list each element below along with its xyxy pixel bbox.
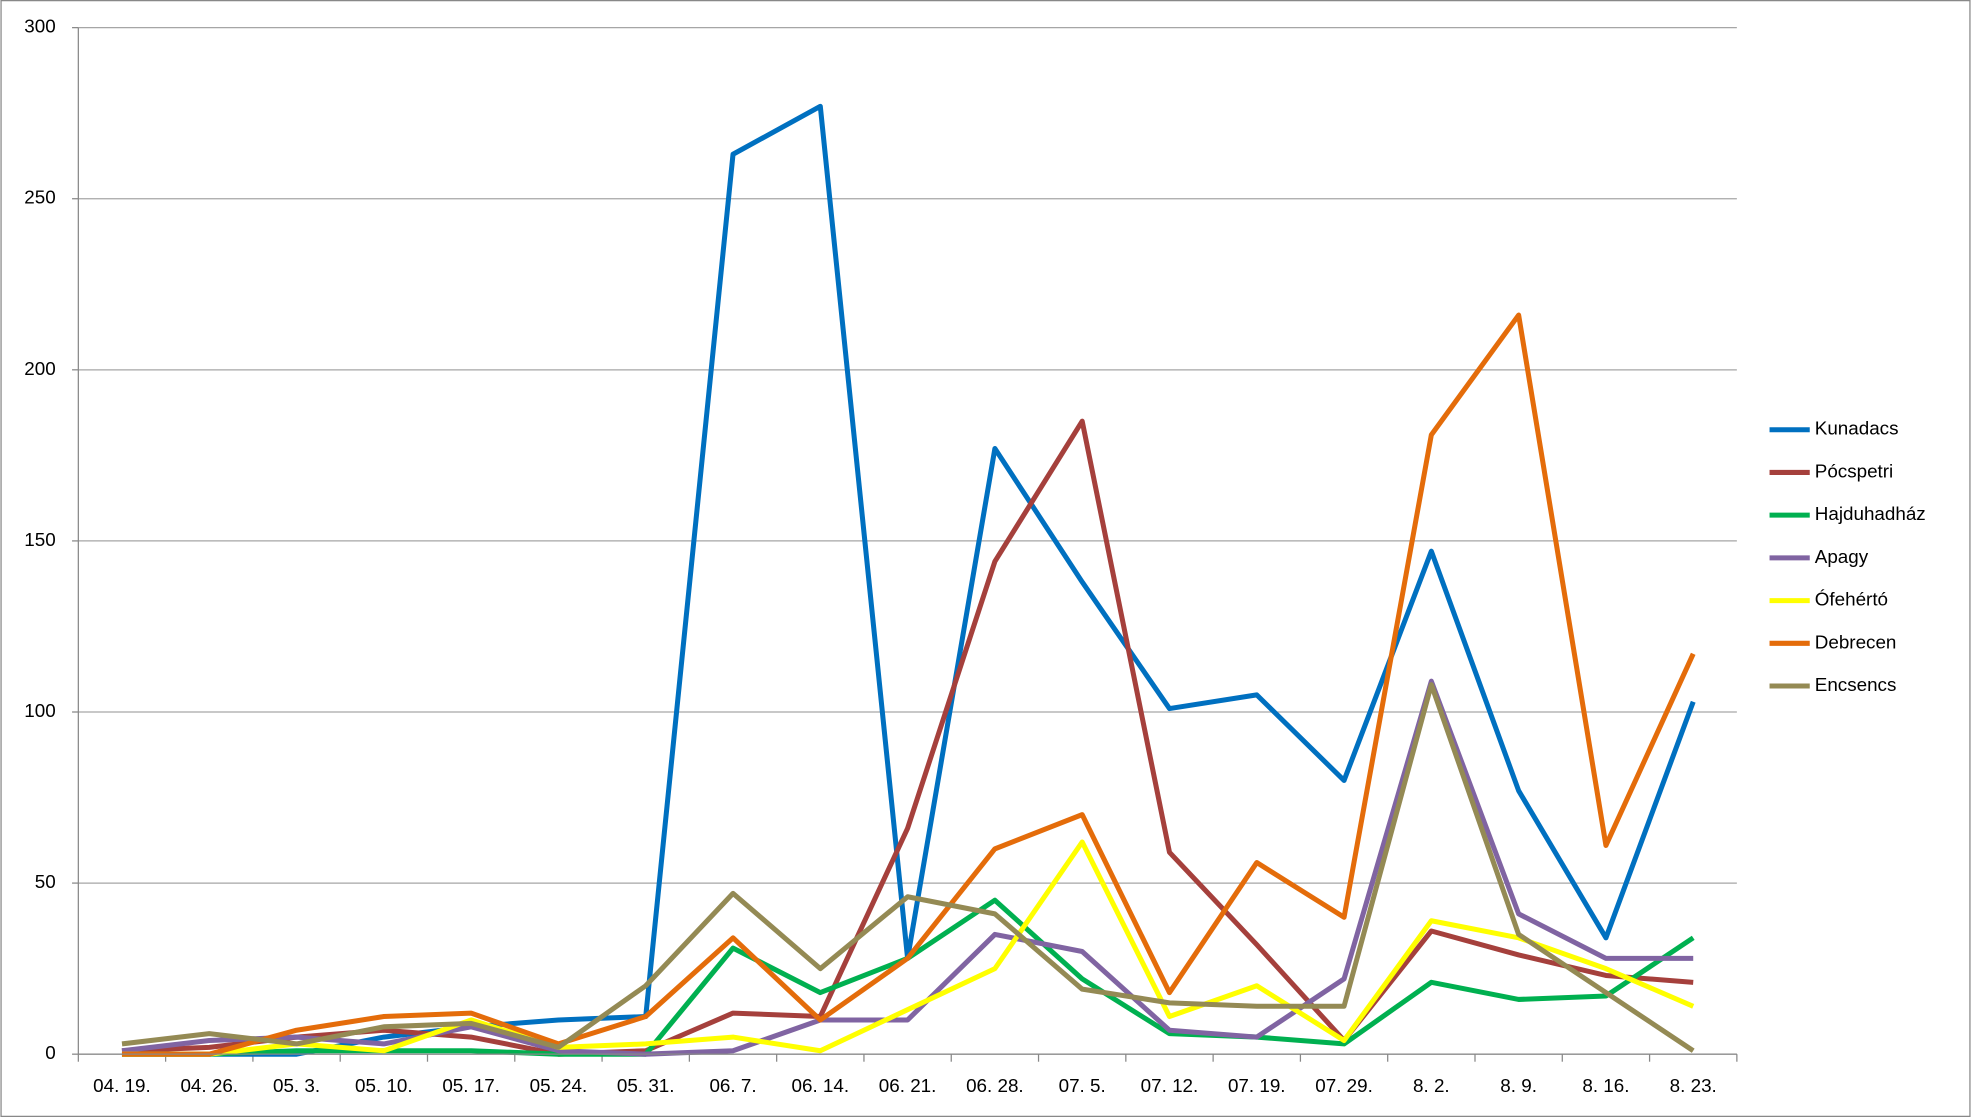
x-tick-label: 8. 2. (1413, 1075, 1450, 1096)
legend-label: Apagy (1815, 546, 1869, 567)
legend-label: Debrecen (1815, 631, 1897, 652)
x-tick-label: 05. 31. (617, 1075, 675, 1096)
x-tick-label: 8. 9. (1500, 1075, 1537, 1096)
x-tick-label: 07. 12. (1141, 1075, 1199, 1096)
y-tick-label: 250 (24, 187, 55, 208)
x-tick-label: 05. 24. (530, 1075, 588, 1096)
legend-label: Pócspetri (1815, 460, 1893, 481)
x-tick-label: 05. 10. (355, 1075, 413, 1096)
x-tick-label: 07. 19. (1228, 1075, 1286, 1096)
series-line (121, 418, 1694, 1057)
y-tick-label: 100 (24, 700, 55, 721)
x-tick-label: 05. 17. (442, 1075, 500, 1096)
y-tick-label: 0 (45, 1042, 55, 1063)
x-tick-label: 04. 19. (93, 1075, 151, 1096)
x-tick-label: 06. 7. (709, 1075, 756, 1096)
x-tick-label: 06. 14. (792, 1075, 850, 1096)
y-tick-label: 150 (24, 529, 55, 550)
x-tick-label: 05. 3. (273, 1075, 320, 1096)
legend-label: Encsencs (1815, 674, 1897, 695)
series-line (121, 312, 1696, 1057)
x-tick-label: 06. 28. (966, 1075, 1024, 1096)
x-tick-label: 07. 29. (1315, 1075, 1373, 1096)
x-tick-label: 8. 23. (1670, 1075, 1717, 1096)
y-tick-label: 50 (35, 871, 56, 892)
legend-label: Kunadacs (1815, 418, 1899, 439)
y-tick-label: 200 (24, 358, 55, 379)
legend-label: Ófehértó (1815, 589, 1888, 610)
x-tick-label: 8. 16. (1582, 1075, 1629, 1096)
series-line (121, 682, 1695, 1053)
series-line (121, 678, 1694, 1057)
legend-label: Hajduhadház (1815, 503, 1926, 524)
x-tick-label: 04. 26. (180, 1075, 238, 1096)
y-tick-label: 300 (24, 16, 55, 37)
x-tick-label: 06. 21. (879, 1075, 937, 1096)
series-line (121, 839, 1695, 1057)
x-tick-label: 07. 5. (1059, 1075, 1106, 1096)
